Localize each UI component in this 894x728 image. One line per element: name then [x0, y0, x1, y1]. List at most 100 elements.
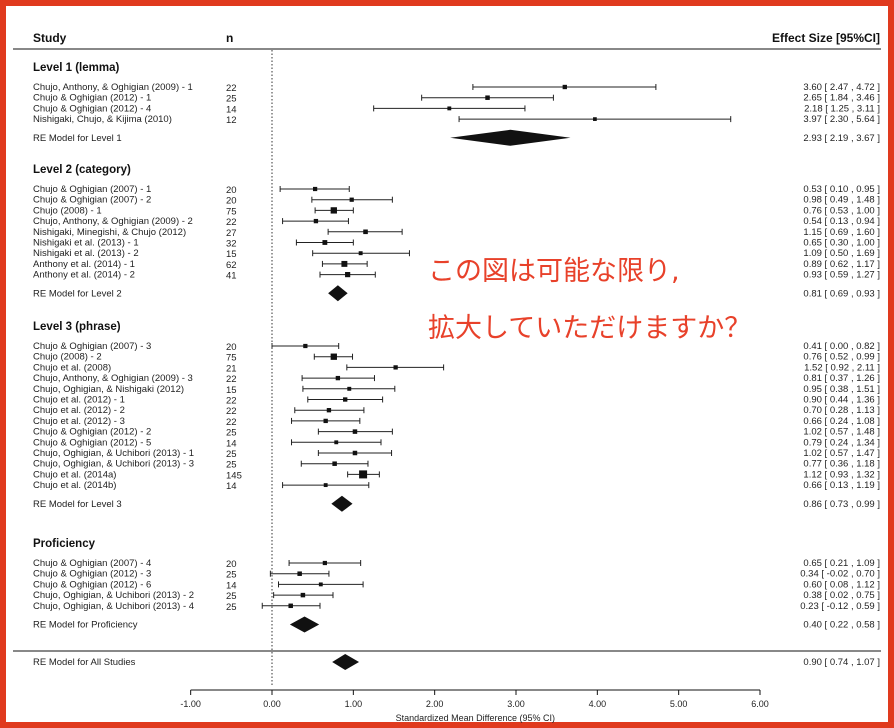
point-estimate: [330, 353, 337, 360]
study-label: Chujo & Oghigian (2012) - 4: [33, 103, 151, 114]
x-axis-label: Standardized Mean Difference (95% CI): [396, 713, 555, 723]
study-effect: 3.97 [ 2.30 , 5.64 ]: [803, 114, 880, 125]
study-label: Chujo et al. (2014b): [33, 480, 116, 491]
x-tick-label: 3.00: [507, 699, 525, 709]
summary-label: RE Model for Level 1: [33, 133, 122, 144]
study-label: Anthony et al. (2014) - 1: [33, 259, 135, 270]
study-n: 20: [226, 342, 237, 353]
study-label: Chujo & Oghigian (2012) - 3: [33, 569, 151, 580]
study-effect: 0.89 [ 0.62 , 1.17 ]: [803, 259, 880, 270]
study-n: 25: [226, 460, 237, 471]
study-n: 145: [226, 470, 242, 481]
header-effect-size: Effect Size [95%CI]: [772, 31, 880, 45]
group-title: Proficiency: [33, 538, 96, 550]
study-n: 25: [226, 449, 237, 460]
study-effect: 0.81 [ 0.37 , 1.26 ]: [803, 373, 880, 384]
study-effect: 3.60 [ 2.47 , 4.72 ]: [803, 82, 880, 93]
point-estimate: [345, 272, 351, 278]
point-estimate: [326, 408, 332, 413]
study-effect: 0.23 [ -0.12 , 0.59 ]: [800, 601, 880, 612]
study-label: Nishigaki, Chujo, & Kijima (2010): [33, 114, 172, 125]
study-n: 27: [226, 228, 237, 239]
x-tick-label: 0.00: [263, 699, 281, 709]
study-n: 32: [226, 239, 237, 250]
study-effect: 0.34 [ -0.02 , 0.70 ]: [800, 569, 880, 580]
study-effect: 2.18 [ 1.25 , 3.11 ]: [804, 103, 880, 114]
study-effect: 0.66 [ 0.24 , 1.08 ]: [803, 416, 880, 427]
study-effect: 0.38 [ 0.02 , 0.75 ]: [803, 590, 880, 601]
point-estimate: [318, 582, 323, 587]
point-estimate: [300, 592, 306, 598]
study-label: Chujo & Oghigian (2012) - 6: [33, 579, 151, 590]
study-label: Chujo et al. (2012) - 3: [33, 416, 125, 427]
study-n: 75: [226, 353, 237, 364]
summary-effect: 0.81 [ 0.69 , 0.93 ]: [803, 288, 880, 299]
summary-diamond: [289, 616, 320, 633]
group-title: Level 1 (lemma): [33, 62, 119, 74]
study-effect: 0.41 [ 0.00 , 0.82 ]: [803, 341, 880, 352]
study-label: Chujo, Anthony, & Oghigian (2009) - 1: [33, 82, 193, 93]
study-label: Nishigaki et al. (2013) - 2: [33, 248, 139, 259]
study-label: Chujo et al. (2012) - 2: [33, 405, 125, 416]
summary-label: RE Model for Proficiency: [33, 620, 138, 631]
study-effect: 0.93 [ 0.59 , 1.27 ]: [803, 270, 880, 281]
study-label: Chujo, Oghigian, & Uchibori (2013) - 3: [33, 459, 194, 470]
study-n: 25: [226, 602, 237, 613]
study-label: Chujo, Anthony, & Oghigian (2009) - 3: [33, 373, 193, 384]
study-n: 20: [226, 559, 237, 570]
summary-effect: 2.93 [ 2.19 , 3.67 ]: [803, 133, 880, 144]
study-n: 41: [226, 271, 237, 282]
point-estimate: [332, 461, 337, 466]
study-effect: 0.98 [ 0.49 , 1.48 ]: [803, 195, 880, 206]
point-estimate: [297, 571, 302, 576]
study-n: 14: [226, 580, 237, 591]
point-estimate: [485, 95, 490, 100]
group-title: Level 3 (phrase): [33, 321, 121, 333]
study-label: Chujo, Oghigian, & Uchibori (2013) - 4: [33, 601, 194, 612]
study-label: Chujo, Oghigian, & Uchibori (2013) - 2: [33, 590, 194, 601]
study-n: 25: [226, 591, 237, 602]
study-n: 25: [226, 94, 237, 105]
point-estimate: [322, 560, 327, 566]
header-study: Study: [33, 31, 67, 45]
study-label: Chujo & Oghigian (2007) - 3: [33, 341, 151, 352]
study-effect: 1.02 [ 0.57 , 1.48 ]: [803, 427, 880, 438]
study-n: 62: [226, 260, 237, 271]
overall-effect: 0.90 [ 0.74 , 1.07 ]: [803, 657, 880, 668]
study-n: 22: [226, 374, 237, 385]
study-effect: 0.65 [ 0.30 , 1.00 ]: [803, 238, 880, 249]
point-estimate: [352, 450, 358, 456]
point-estimate: [352, 429, 358, 434]
study-effect: 0.54 [ 0.13 , 0.94 ]: [803, 216, 880, 227]
study-effect: 0.66 [ 0.13 , 1.19 ]: [803, 480, 880, 491]
study-effect: 1.15 [ 0.69 , 1.60 ]: [803, 227, 880, 238]
study-effect: 0.79 [ 0.24 , 1.34 ]: [803, 437, 880, 448]
study-n: 22: [226, 406, 237, 417]
summary-effect: 0.86 [ 0.73 , 0.99 ]: [803, 499, 880, 510]
study-label: Chujo et al. (2014a): [33, 469, 116, 480]
study-n: 21: [226, 363, 237, 374]
group-title: Level 2 (category): [33, 164, 131, 176]
point-estimate: [363, 229, 368, 235]
study-label: Chujo & Oghigian (2007) - 4: [33, 558, 151, 569]
study-label: Anthony et al. (2014) - 2: [33, 270, 135, 281]
header-n: n: [226, 31, 233, 45]
point-estimate: [323, 418, 328, 424]
overall-diamond: [332, 654, 360, 670]
point-estimate: [335, 375, 341, 381]
study-label: Chujo & Oghigian (2007) - 2: [33, 195, 151, 206]
study-n: 22: [226, 396, 237, 407]
point-estimate: [347, 386, 352, 391]
x-tick-label: 6.00: [751, 699, 769, 709]
point-estimate: [343, 397, 348, 402]
annotation-line-1: この図は可能な限り,: [428, 256, 680, 287]
summary-diamond: [331, 495, 353, 512]
study-label: Chujo & Oghigian (2012) - 5: [33, 437, 151, 448]
study-label: Chujo (2008) - 2: [33, 352, 102, 363]
point-estimate: [312, 186, 318, 192]
study-effect: 0.65 [ 0.21 , 1.09 ]: [803, 558, 880, 569]
annotation-line-2: 拡大していただけますか？: [428, 313, 751, 344]
study-effect: 0.53 [ 0.10 , 0.95 ]: [803, 184, 880, 195]
x-tick-label: 2.00: [426, 699, 444, 709]
study-n: 14: [226, 104, 237, 115]
